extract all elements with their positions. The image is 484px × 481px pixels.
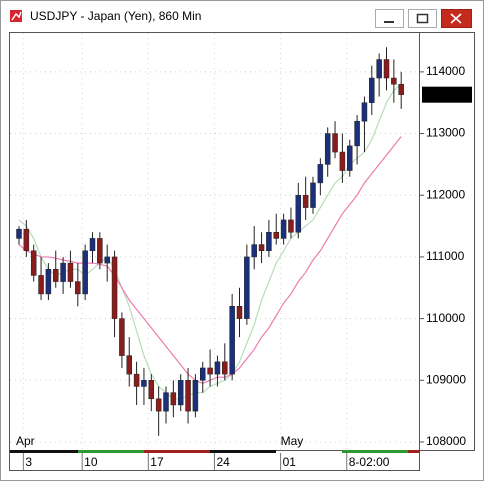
- candle-body: [104, 256, 110, 264]
- candle-body: [266, 231, 272, 252]
- candle-body: [236, 306, 243, 319]
- candle-body: [295, 194, 302, 233]
- candle-body: [30, 250, 37, 276]
- candle-body: [148, 380, 155, 400]
- candle-body: [207, 367, 213, 375]
- x-tick-label: 8-02:00: [349, 455, 390, 469]
- candle-body: [332, 133, 338, 153]
- candle-body: [398, 83, 404, 95]
- candle-body: [369, 77, 375, 103]
- x-tick-label: 17: [150, 455, 164, 469]
- chart: 108000 109000 110000 111000 112000 113000 1140…: [10, 33, 472, 470]
- candle-body: [177, 380, 184, 406]
- candle-body: [155, 398, 162, 412]
- last-price-box: [422, 86, 472, 103]
- candle-body: [302, 194, 309, 208]
- y-tick-label: 113000: [426, 126, 465, 140]
- candle-body: [214, 361, 221, 375]
- maximize-button[interactable]: [408, 9, 437, 28]
- session-segment: [144, 450, 210, 453]
- month-label: Apr: [16, 434, 35, 448]
- app-icon-glyph: [11, 11, 22, 21]
- window-title: USDJPY - Japan (Yen), 860 Min: [30, 9, 201, 23]
- close-glyph: [450, 13, 462, 24]
- month-label: May: [281, 434, 304, 448]
- candle-body: [391, 77, 397, 85]
- candle-body: [376, 59, 382, 79]
- candle-body: [119, 318, 125, 356]
- candle-body: [383, 59, 390, 79]
- candle-body: [361, 102, 368, 122]
- x-tick-label: 10: [84, 455, 98, 469]
- session-segment: [78, 450, 144, 453]
- candle-body: [354, 120, 360, 147]
- candle-body: [60, 262, 66, 282]
- candle-body: [141, 380, 147, 387]
- candle-body: [53, 269, 59, 282]
- window-buttons: [375, 9, 472, 28]
- candle-body: [273, 231, 279, 239]
- candle-body: [244, 256, 250, 319]
- y-tick-label: 114000: [426, 64, 465, 78]
- session-segment: [408, 450, 420, 453]
- candle-body: [200, 367, 206, 381]
- x-tick-label: 3: [25, 455, 32, 469]
- y-tick-label: 112000: [426, 187, 465, 201]
- candle-body: [317, 164, 324, 184]
- candle-body: [185, 380, 191, 412]
- candle-body: [229, 306, 235, 375]
- candle-body: [38, 275, 44, 295]
- plot-area: [9, 32, 420, 451]
- candle-body: [67, 262, 74, 282]
- session-bar: [10, 450, 420, 453]
- candle-body: [192, 380, 199, 412]
- y-tick-label: 110000: [426, 311, 465, 325]
- candle-body: [75, 281, 81, 295]
- candle-body: [23, 228, 30, 252]
- candle-body: [324, 133, 331, 165]
- y-tick-label: 111000: [426, 249, 465, 263]
- session-segment: [210, 450, 276, 453]
- session-segment: [342, 450, 408, 453]
- candle-body: [133, 373, 140, 387]
- session-segment: [10, 450, 78, 453]
- candle-body: [89, 238, 96, 252]
- candle-body: [97, 238, 103, 264]
- candle-body: [82, 250, 88, 295]
- last-price-label: 113630: [426, 87, 465, 101]
- candle-body: [310, 182, 316, 208]
- y-tick-label: 109000: [426, 372, 466, 386]
- candle-body: [163, 392, 169, 412]
- candle-body: [16, 228, 22, 239]
- maximize-glyph: [416, 13, 429, 24]
- candle-body: [111, 256, 118, 319]
- candle-body: [347, 145, 353, 171]
- candle-body: [288, 219, 294, 233]
- candle-body: [280, 219, 287, 239]
- x-tick-label: 01: [283, 455, 297, 469]
- y-tick-label: 108000: [426, 434, 466, 448]
- candle-body: [170, 392, 177, 406]
- candle-body: [126, 355, 132, 375]
- candle-body: [258, 244, 265, 252]
- x-tick-label: 24: [216, 455, 230, 469]
- minimize-button[interactable]: [375, 9, 404, 28]
- candle-body: [339, 151, 346, 171]
- candle-body: [45, 269, 52, 295]
- candle-body: [251, 244, 257, 258]
- candle-body: [222, 361, 228, 375]
